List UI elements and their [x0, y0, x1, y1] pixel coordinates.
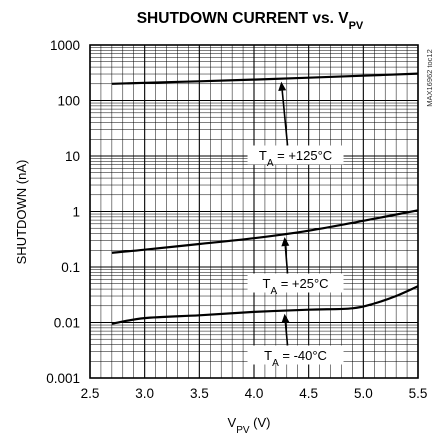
y-tick-label: 0.01: [54, 316, 80, 331]
series-line-1: [111, 209, 419, 254]
callout-arrowhead-2: [281, 313, 290, 324]
callout-arrowhead-1: [281, 237, 290, 247]
series-label-2: TA = -40°C: [264, 348, 327, 369]
series-line-0: [111, 72, 419, 85]
chart-title: SHUTDOWN CURRENT vs. VPV: [137, 10, 364, 32]
y-tick-label: 1: [72, 205, 80, 220]
callout-arrow-1: [284, 245, 289, 274]
series-line-2: [111, 285, 419, 325]
x-tick-label: 4.5: [299, 386, 318, 401]
plot-frame: [89, 44, 419, 379]
x-tick-labels: 2.5 3.0 3.5 4.0 4.5 5.0 5.5: [81, 386, 428, 401]
callout-box-0: [247, 145, 344, 165]
x-tick-label: 3.5: [190, 386, 209, 401]
x-tick-label: 4.0: [245, 386, 264, 401]
callout-box-1: [247, 273, 344, 293]
series-label-1: TA = +25°C: [262, 276, 328, 297]
y-tick-label: 100: [57, 94, 80, 109]
callouts: TA = +125°C TA = +25°C TA = -40°C: [247, 81, 344, 369]
x-axis-label: VPV (V): [228, 415, 271, 436]
x-tick-label: 5.0: [354, 386, 373, 401]
y-axis-label: SHUTDOWN (nA): [14, 160, 29, 265]
grid: [89, 45, 419, 379]
callout-box-2: [247, 345, 344, 365]
callout-arrowhead-0: [278, 81, 287, 91]
x-tick-label: 5.5: [409, 386, 428, 401]
y-tick-label: 0.001: [46, 371, 80, 386]
callout-arrow-0: [281, 90, 289, 146]
callout-arrow-2: [284, 322, 289, 346]
y-tick-label: 1000: [50, 38, 80, 53]
series-label-0: TA = +125°C: [259, 148, 332, 169]
y-tick-labels: 0.001 0.01 0.1 1 10 100 1000: [46, 38, 80, 386]
figure-code: MAX16962 toc12: [425, 49, 434, 107]
series-layer: [111, 72, 419, 325]
y-tick-label: 0.1: [61, 260, 80, 275]
y-tick-label: 10: [65, 149, 80, 164]
x-tick-label: 2.5: [81, 386, 100, 401]
x-tick-label: 3.0: [135, 386, 154, 401]
